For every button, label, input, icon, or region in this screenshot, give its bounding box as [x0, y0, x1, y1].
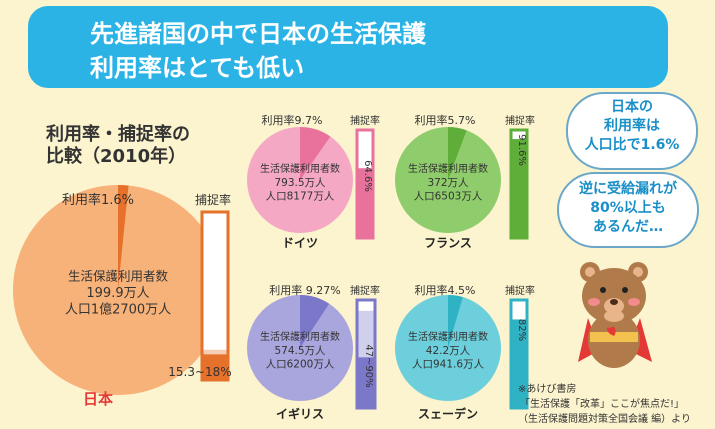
capture-bar-range-uk — [357, 310, 375, 358]
bubble-top-line3: 人口比で1.6% — [584, 137, 680, 153]
bubble-top-line2: 利用率は — [604, 118, 660, 134]
capture-bar-fill-uk — [357, 357, 375, 408]
country-label-sweden: スェーデン — [418, 406, 478, 421]
usage-rate-label-japan: 利用率1.6% — [62, 192, 134, 208]
usage-rate-label-france: 利用率5.7% — [415, 113, 476, 127]
usage-rate-label-uk: 利用率 9.27% — [269, 283, 340, 297]
section-title-line1: 利用率・捕捉率の — [46, 124, 190, 145]
bubble-bottom-line2: 80%以上も — [590, 200, 666, 216]
recipients-caption-france: 生活保護利用者数 — [408, 162, 488, 175]
population-value-sweden: 人口941.6万人 — [412, 359, 485, 371]
speech-bubble-bottom: 逆に受給漏れが 80%以上も あるんだ… — [557, 172, 699, 248]
country-label-germany: ドイツ — [282, 236, 318, 250]
population-value-japan: 人口1億2700万人 — [65, 301, 171, 317]
recipients-value-france: 372万人 — [427, 177, 469, 189]
country-label-france: フランス — [424, 236, 472, 250]
header-title-line2: 利用率はとても低い — [90, 54, 305, 82]
capture-rate-label-germany: 64.6% — [362, 160, 373, 192]
recipients-value-germany: 793.5万人 — [274, 177, 326, 189]
header-title-line1: 先進諸国の中で日本の生活保護 — [90, 20, 426, 48]
section-title-line2: 比較（2010年） — [46, 146, 187, 167]
pie-slice-usage-japan — [118, 185, 129, 290]
bubble-top-line1: 日本の — [611, 99, 653, 115]
capture-bar-range-japan — [202, 349, 228, 355]
recipients-caption-germany: 生活保護利用者数 — [260, 162, 340, 175]
bubble-bottom-line1: 逆に受給漏れが — [579, 181, 677, 197]
bubble-bottom-line3: あるんだ… — [593, 219, 663, 235]
capture-title-sweden: 捕捉率 — [505, 284, 535, 297]
population-value-france: 人口6503万人 — [414, 191, 483, 203]
population-value-germany: 人口8177万人 — [266, 191, 335, 203]
usage-rate-label-germany: 利用率9.7% — [262, 113, 323, 127]
usage-rate-label-sweden: 利用率4.5% — [415, 283, 476, 297]
capture-title-germany: 捕捉率 — [350, 114, 380, 127]
pie-slice-usage-germany — [300, 127, 331, 180]
pie-slice-usage-france — [448, 127, 467, 180]
pie-slice-usage-sweden — [448, 295, 463, 348]
header-banner — [28, 6, 668, 88]
bear-mascot-icon — [578, 262, 652, 368]
recipients-value-sweden: 42.2万人 — [426, 345, 471, 357]
capture-rate-label-uk: 47~90% — [363, 344, 374, 387]
capture-title-france: 捕捉率 — [505, 114, 535, 127]
recipients-caption-japan: 生活保護利用者数 — [68, 269, 169, 284]
capture-bar-fill-france — [511, 139, 527, 238]
capture-bar-frame-japan — [200, 210, 230, 382]
recipients-value-japan: 199.9万人 — [86, 286, 149, 301]
capture-bar-fill-sweden — [511, 319, 527, 408]
country-label-uk: イギリス — [276, 406, 324, 421]
population-value-uk: 人口6200万人 — [266, 359, 335, 371]
recipients-caption-sweden: 生活保護利用者数 — [408, 330, 488, 343]
country-label-japan: 日本 — [83, 390, 113, 408]
source-note-line3: （生活保護問題対策全国会議 編）より — [518, 414, 691, 425]
capture-rate-label-sweden: 82% — [516, 319, 527, 341]
capture-title-uk: 捕捉率 — [350, 284, 380, 297]
speech-bubble-top: 日本の 利用率は 人口比で1.6% — [566, 92, 698, 170]
capture-title-japan: 捕捉率 — [195, 192, 231, 207]
capture-bar-fill-japan — [202, 354, 228, 380]
capture-rate-label-france: 91.6% — [516, 134, 527, 166]
recipients-value-uk: 574.5万人 — [274, 345, 326, 357]
capture-bar-fill-germany — [357, 168, 373, 238]
source-note-line1: ※あけび書房 — [518, 384, 577, 395]
capture-rate-label-japan: 15.3~18% — [168, 365, 231, 379]
pie-slice-usage-uk — [300, 295, 330, 348]
source-note-line2: 「生活保護「改革」ここが焦点だ!」 — [520, 399, 685, 410]
recipients-caption-uk: 生活保護利用者数 — [260, 330, 340, 343]
